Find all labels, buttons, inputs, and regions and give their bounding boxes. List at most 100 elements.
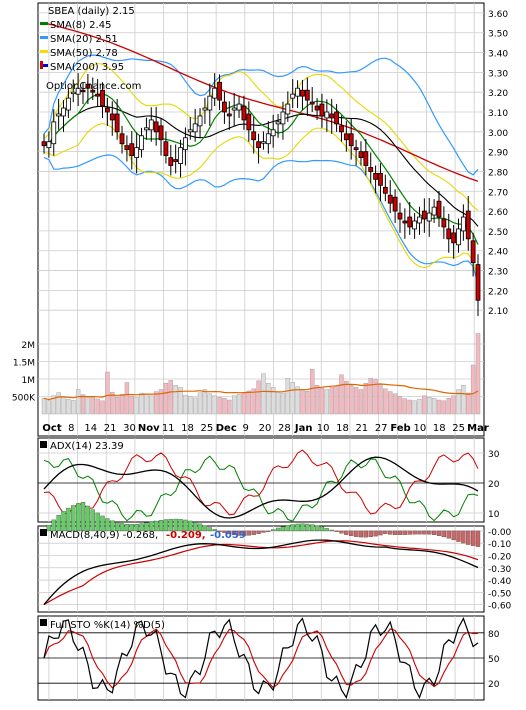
candle-body (392, 196, 398, 212)
sma200-line (43, 22, 479, 182)
macd-histogram-bar (80, 502, 86, 532)
price-tick-label: 2.90 (488, 149, 508, 159)
macd-histogram-bar (451, 530, 456, 541)
macd-legend-swatch (40, 529, 47, 536)
macd-histogram-bar (51, 519, 56, 532)
macd-title: MACD(8,40,9) -0.268, (50, 530, 158, 541)
macd-histogram-bar (266, 530, 271, 532)
macd-histogram-bar (358, 530, 364, 538)
candle-body (51, 121, 57, 145)
volume-bar (412, 400, 417, 415)
macd-histogram-bar (324, 528, 329, 532)
macd-histogram-bar (373, 530, 378, 537)
volume-bar (266, 383, 271, 415)
volume-bar (207, 393, 212, 415)
volume-bar (188, 396, 193, 415)
adx-di-plus-line (43, 455, 479, 522)
candle-body (290, 93, 296, 99)
candle-body (421, 210, 427, 220)
volume-bar (71, 400, 76, 415)
candle-body (168, 157, 174, 166)
macd-histogram-bar (75, 503, 81, 532)
adx-tick-label: 20 (488, 480, 500, 490)
volume-bar (173, 385, 178, 415)
candle-body (153, 121, 159, 133)
candle-body (119, 133, 125, 145)
x-axis-label: 10 (317, 423, 330, 434)
volume-bar (129, 395, 134, 415)
candle-body (236, 103, 242, 111)
volume-bar (256, 380, 261, 415)
macd-histogram-bar (227, 530, 232, 535)
volume-bar (300, 389, 305, 415)
macd-histogram-bar (329, 529, 334, 532)
volume-bar (407, 399, 412, 415)
macd-histogram-bar (188, 520, 193, 532)
macd-histogram-bar (236, 530, 242, 536)
macd-histogram-bar (154, 520, 159, 532)
volume-bar (183, 394, 188, 415)
macd-histogram-bar (207, 527, 212, 532)
macd-histogram-bar (197, 523, 203, 532)
macd-histogram-bar (353, 530, 359, 537)
candle-body (465, 210, 471, 240)
legend-swatch (40, 50, 48, 53)
volume-bar (90, 396, 95, 415)
macd-histogram-bar (114, 522, 120, 532)
macd-histogram-bar (431, 530, 437, 535)
candle-body (100, 89, 105, 107)
volume-bar (212, 395, 217, 415)
volume-bar (436, 399, 442, 415)
candle-body (304, 89, 310, 101)
candle-body (475, 264, 481, 301)
candle-body (314, 105, 320, 111)
macd-histogram-bar (319, 526, 325, 532)
volume-bar (192, 397, 198, 415)
volume-bar (427, 397, 432, 415)
macd-histogram-bar (314, 525, 320, 532)
macd-tick-label: -0.20 (488, 552, 512, 562)
sto-legend-swatch (40, 619, 47, 626)
volume-bar (149, 395, 154, 415)
volume-bar (241, 392, 247, 415)
macd-histogram-bar (402, 530, 408, 535)
candle-body (75, 87, 81, 95)
macd-histogram-bar (290, 524, 295, 532)
candle-body (56, 113, 62, 117)
candle-body (187, 129, 193, 133)
volume-bar (363, 383, 369, 415)
volume-average-line (43, 383, 479, 401)
candle-body (309, 101, 315, 105)
x-axis-label: 18 (336, 423, 349, 434)
candle-body (436, 200, 442, 218)
volume-bar (178, 387, 183, 415)
macd-histogram-bar (417, 530, 422, 535)
x-axis-label: 21 (355, 423, 368, 434)
volume-bar (75, 389, 81, 415)
macd-histogram-bar (412, 530, 417, 535)
macd-histogram-bar (392, 530, 398, 535)
candle-body (124, 145, 130, 151)
panel-frame-adx (37, 437, 485, 523)
candle-body (197, 115, 203, 127)
macd-histogram-bar (349, 530, 354, 536)
volume-bar (46, 400, 52, 415)
volume-bar (334, 385, 339, 415)
candle-body (212, 87, 218, 99)
legend-label: SMA(200) 3.95 (50, 62, 124, 73)
macd-histogram-bar (466, 530, 471, 545)
volume-bar (197, 392, 203, 415)
volume-bar (270, 387, 276, 415)
price-tick-label: 3.30 (488, 69, 508, 79)
macd-histogram-bar (193, 522, 198, 532)
volume-bar (56, 392, 61, 415)
macd-signal-line (43, 540, 479, 606)
volume-bar (261, 373, 266, 415)
macd-histogram-bar (202, 525, 208, 532)
macd-histogram-bar (129, 524, 134, 532)
price-tick-label: 2.50 (488, 228, 508, 238)
volume-bar (51, 395, 56, 415)
volume-bar (110, 392, 115, 415)
macd-histogram-bar (344, 530, 349, 535)
volume-bar (95, 398, 100, 415)
